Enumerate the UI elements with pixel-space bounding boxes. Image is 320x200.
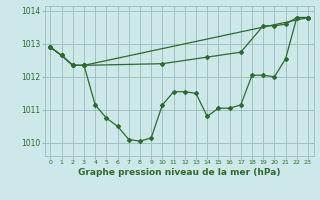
X-axis label: Graphe pression niveau de la mer (hPa): Graphe pression niveau de la mer (hPa): [78, 168, 280, 177]
